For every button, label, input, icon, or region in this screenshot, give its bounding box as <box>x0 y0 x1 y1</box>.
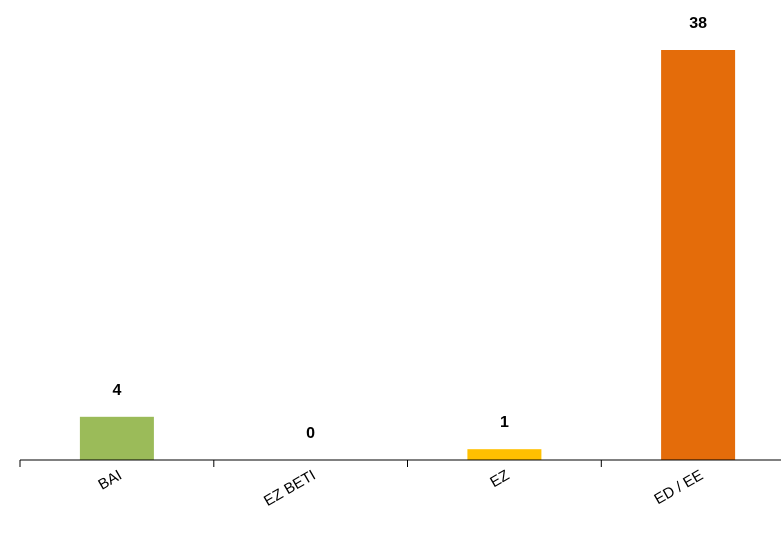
bar-ez <box>467 449 542 460</box>
category-label-ez: EZ <box>487 467 512 491</box>
category-label-ed-ee: ED / EE <box>651 467 706 508</box>
value-label-bai: 4 <box>112 382 121 399</box>
value-labels-layer: 4 0 1 38 <box>112 15 707 442</box>
bar-ed-ee <box>661 50 736 460</box>
bar-bai <box>79 416 154 460</box>
value-label-ed-ee: 38 <box>689 15 707 32</box>
value-label-ez-beti: 0 <box>306 425 315 442</box>
value-label-ez: 1 <box>500 414 509 431</box>
category-label-ez-beti: EZ BETI <box>261 467 319 510</box>
x-axis: BAI EZ BETI EZ ED / EE <box>19 459 781 510</box>
bars-layer <box>79 50 736 460</box>
category-label-bai: BAI <box>95 467 124 494</box>
